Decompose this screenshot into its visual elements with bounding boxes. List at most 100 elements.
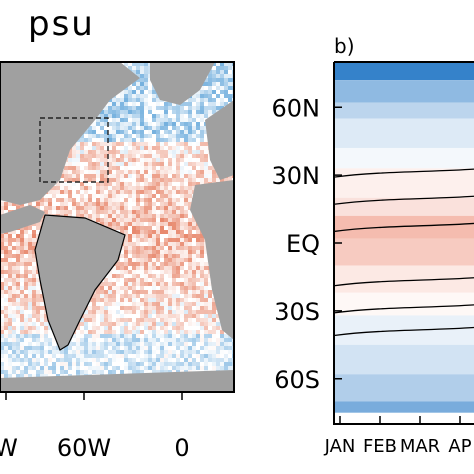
map-cell — [20, 278, 24, 282]
map-cell — [144, 230, 148, 234]
map-cell — [128, 278, 132, 282]
map-cell — [136, 122, 140, 126]
map-cell — [168, 346, 172, 350]
map-cell — [116, 290, 120, 294]
map-cell — [128, 190, 132, 194]
map-cell — [172, 366, 176, 370]
map-cell — [88, 214, 92, 218]
map-cell — [112, 190, 116, 194]
map-cell — [64, 202, 68, 206]
map-cell — [112, 158, 116, 162]
map-cell — [4, 270, 8, 274]
map-cell — [168, 122, 172, 126]
map-cell — [164, 102, 168, 106]
map-cell — [76, 202, 80, 206]
map-cell — [228, 82, 232, 86]
map-cell — [108, 138, 112, 142]
map-cell — [228, 66, 232, 70]
map-cell — [124, 202, 128, 206]
map-cell — [24, 306, 28, 310]
map-cell — [140, 110, 144, 114]
map-cell — [160, 370, 164, 374]
map-cell — [188, 186, 192, 190]
map-cell — [60, 350, 64, 354]
map-cell — [140, 134, 144, 138]
map-cell — [156, 318, 160, 322]
map-cell — [164, 198, 168, 202]
map-cell — [204, 354, 208, 358]
map-cell — [32, 290, 36, 294]
map-cell — [200, 342, 204, 346]
map-cell — [136, 262, 140, 266]
map-cell — [212, 82, 216, 86]
map-cell — [28, 266, 32, 270]
map-cell — [132, 138, 136, 142]
map-cell — [144, 366, 148, 370]
map-cell — [0, 242, 4, 246]
map-cell — [28, 278, 32, 282]
map-cell — [132, 270, 136, 274]
map-cell — [160, 322, 164, 326]
map-cell — [116, 318, 120, 322]
map-cell — [144, 362, 148, 366]
map-cell — [100, 166, 104, 170]
map-cell — [72, 150, 76, 154]
map-cell — [68, 174, 72, 178]
map-cell — [124, 234, 128, 238]
map-cell — [116, 130, 120, 134]
map-cell — [124, 350, 128, 354]
map-cell — [116, 226, 120, 230]
map-cell — [24, 294, 28, 298]
map-cell — [20, 262, 24, 266]
map-cell — [132, 98, 136, 102]
map-cell — [200, 238, 204, 242]
map-cell — [148, 282, 152, 286]
map-cell — [200, 366, 204, 370]
map-cell — [112, 182, 116, 186]
map-cell — [108, 338, 112, 342]
map-cell — [108, 214, 112, 218]
map-cell — [192, 250, 196, 254]
map-cell — [84, 198, 88, 202]
map-cell — [124, 182, 128, 186]
map-cell — [180, 182, 184, 186]
map-cell — [148, 194, 152, 198]
map-cell — [160, 262, 164, 266]
map-cell — [84, 206, 88, 210]
map-cell — [196, 154, 200, 158]
map-cell — [172, 226, 176, 230]
map-cell — [32, 274, 36, 278]
map-cell — [152, 170, 156, 174]
map-cell — [184, 146, 188, 150]
map-cell — [132, 342, 136, 346]
map-cell — [148, 226, 152, 230]
map-cell — [72, 206, 76, 210]
map-cell — [204, 362, 208, 366]
map-cell — [136, 210, 140, 214]
map-cell — [108, 166, 112, 170]
map-cell — [140, 270, 144, 274]
map-cell — [108, 142, 112, 146]
map-cell — [140, 94, 144, 98]
map-cell — [104, 210, 108, 214]
map-cell — [156, 126, 160, 130]
map-cell — [200, 258, 204, 262]
map-cell — [112, 122, 116, 126]
map-cell — [8, 362, 12, 366]
map-cell — [136, 154, 140, 158]
map-cell — [188, 330, 192, 334]
map-cell — [96, 146, 100, 150]
map-cell — [176, 114, 180, 118]
map-cell — [32, 250, 36, 254]
map-cell — [120, 342, 124, 346]
map-cell — [108, 114, 112, 118]
map-cell — [180, 346, 184, 350]
map-cell — [200, 262, 204, 266]
map-cell — [152, 234, 156, 238]
map-cell — [96, 302, 100, 306]
map-cell — [96, 354, 100, 358]
map-cell — [84, 186, 88, 190]
map-cell — [112, 358, 116, 362]
map-cell — [128, 334, 132, 338]
map-cell — [92, 346, 96, 350]
